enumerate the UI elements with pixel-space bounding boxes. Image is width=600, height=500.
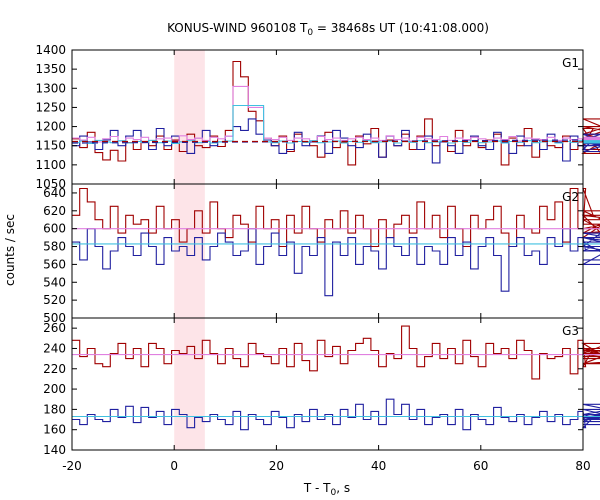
panel-frame <box>71 183 584 319</box>
y-tick-label: 1250 <box>35 100 66 114</box>
y-tick-label: 500 <box>43 311 66 325</box>
series-line-g3-0 <box>72 325 600 380</box>
series-line-g3-1 <box>72 398 600 431</box>
y-tick-label: 520 <box>43 293 66 307</box>
y-tick-label: 540 <box>43 275 66 289</box>
y-tick-label: 1100 <box>35 158 66 172</box>
panel-g2: 500 520 540 560 580 600 620 640 G2 <box>43 183 600 325</box>
x-tick-label: 40 <box>371 459 386 473</box>
panel-frame <box>71 49 584 185</box>
y-tick-label: 180 <box>43 402 66 416</box>
y-tick-label: 240 <box>43 341 66 355</box>
panel-label-g1: G1 <box>562 56 579 70</box>
y-tick-label: 1200 <box>35 120 66 134</box>
y-tick-label: 1150 <box>35 139 66 153</box>
x-tick-label: 60 <box>473 459 488 473</box>
x-tick-label: 20 <box>269 459 284 473</box>
x-axis-label: T - T0, s <box>303 481 350 498</box>
panel-g1: 1050 1100 1150 1200 1250 1300 1350 1400 G1 <box>35 43 600 191</box>
y-tick-label: 1300 <box>35 81 66 95</box>
y-tick-label: 1400 <box>35 43 66 57</box>
y-tick-label: 640 <box>43 186 66 200</box>
y-tick-label: 620 <box>43 204 66 218</box>
x-axis: -20 0 20 40 60 80 <box>62 459 590 473</box>
panels-layer: 1050 1100 1150 1200 1250 1300 1350 1400 G1 500 520… <box>35 43 600 457</box>
series-line-g2-1 <box>72 228 600 297</box>
x-tick-label: -20 <box>62 459 82 473</box>
panel-label-g3: G3 <box>562 324 579 338</box>
y-tick-label: 140 <box>43 443 66 457</box>
x-tick-label: 0 <box>170 459 178 473</box>
chart-title: KONUS-WIND 960108 T0 = 38468s UT (10:41:… <box>167 21 489 38</box>
panel-frame <box>71 317 584 451</box>
panel-label-g2: G2 <box>562 190 579 204</box>
y-tick-label: 1350 <box>35 62 66 76</box>
x-tick-label: 80 <box>575 459 590 473</box>
y-tick-label: 1050 <box>35 177 66 191</box>
y-tick-label: 200 <box>43 382 66 396</box>
y-tick-label: 600 <box>43 222 66 236</box>
series-line-g1-2 <box>72 85 600 143</box>
y-tick-label: 580 <box>43 240 66 254</box>
y-tick-label: 220 <box>43 362 66 376</box>
y-axis-label: counts / sec <box>3 214 17 286</box>
y-tick-label: 160 <box>43 423 66 437</box>
panel-g3: 140 160 180 200 220 240 260 G3 <box>43 317 600 457</box>
y-tick-label: 260 <box>43 321 66 335</box>
y-tick-label: 560 <box>43 257 66 271</box>
